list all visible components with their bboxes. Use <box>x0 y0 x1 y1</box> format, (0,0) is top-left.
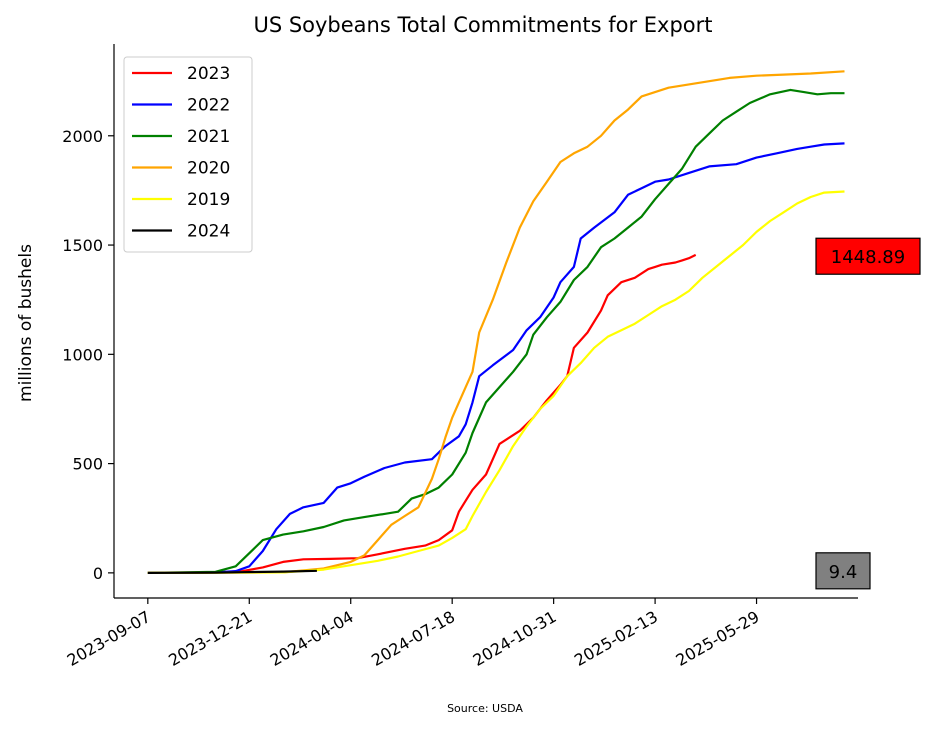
x-tick-label: 2023-09-07 <box>64 607 154 670</box>
legend-label-2022: 2022 <box>187 96 230 116</box>
source-note: Source: USDA <box>447 702 523 715</box>
series-line-2021 <box>147 88 845 574</box>
value-badge-box <box>815 237 921 275</box>
series-line-2022 <box>147 142 845 574</box>
series-line-2020 <box>147 70 845 574</box>
x-tick-label: 2023-12-21 <box>165 607 255 670</box>
series-line-2023 <box>147 253 697 574</box>
legend-label-2024: 2024 <box>187 222 230 242</box>
x-tick-label: 2024-07-18 <box>368 607 458 670</box>
chart-title: US Soybeans Total Commitments for Export <box>253 13 712 37</box>
x-tick-label: 2024-04-04 <box>267 607 357 670</box>
y-tick-label: 1000 <box>62 345 103 364</box>
y-axis-label: millions of bushels <box>16 244 36 402</box>
series-line-2019 <box>147 190 845 574</box>
x-tick-label: 2024-10-31 <box>470 607 560 670</box>
x-tick-label: 2025-05-29 <box>673 607 763 670</box>
series-line-2024 <box>147 569 317 574</box>
legend-label-2020: 2020 <box>187 159 230 179</box>
value-badge-label: 9.4 <box>829 562 858 583</box>
x-tick-label: 2025-02-13 <box>571 607 661 670</box>
y-tick-label: 2000 <box>62 127 103 146</box>
legend-label-2023: 2023 <box>187 64 230 84</box>
legend-label-2021: 2021 <box>187 127 230 147</box>
y-tick-label: 0 <box>93 564 103 583</box>
value-badge-label: 1448.89 <box>831 247 905 268</box>
plot-area <box>147 70 845 574</box>
value-badges: 1448.89 9.4 <box>815 237 921 590</box>
value-badge-box <box>815 552 871 590</box>
legend-label-2019: 2019 <box>187 190 230 210</box>
y-tick-label: 1500 <box>62 236 103 255</box>
legend-box <box>123 56 253 253</box>
y-tick-label: 500 <box>72 455 103 474</box>
legend: 2023 2022 2021 2020 2019 2024 <box>123 56 253 253</box>
